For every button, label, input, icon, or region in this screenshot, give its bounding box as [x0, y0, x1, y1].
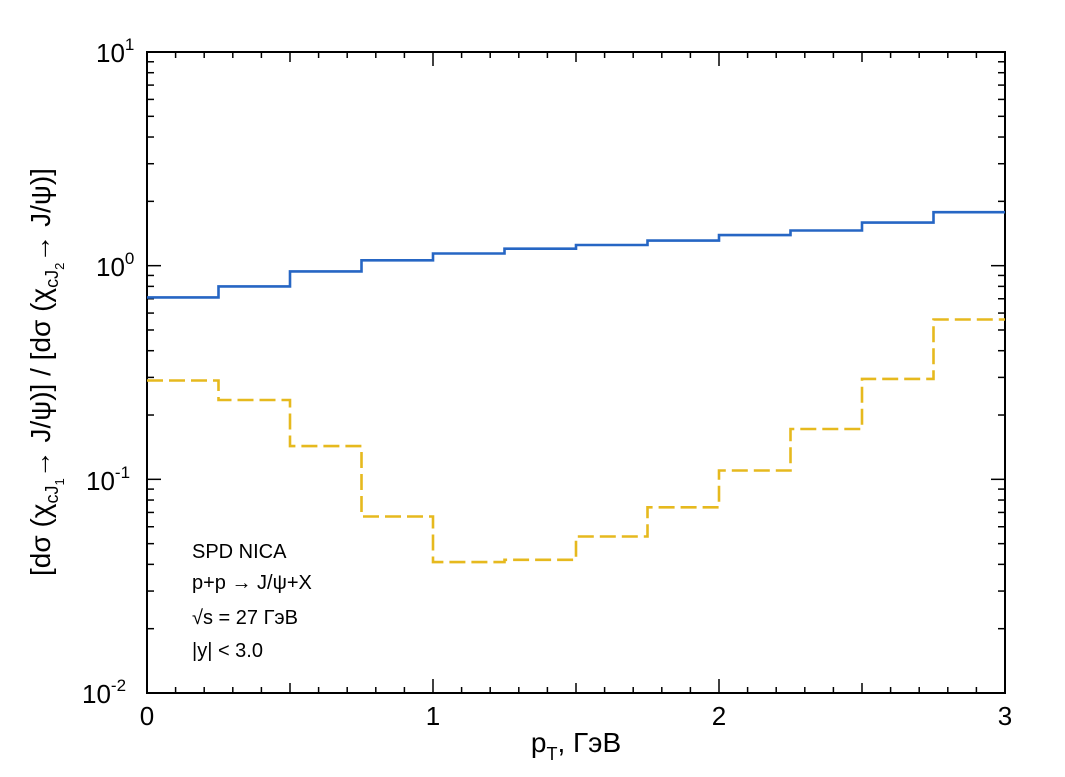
series-line-1: [147, 210, 1005, 299]
x-tick-label: 1: [426, 701, 440, 731]
x-axis-title: pT, ГэВ: [531, 727, 621, 764]
plot-frame: [146, 51, 1006, 694]
series-group: [147, 210, 1005, 564]
axis-ticks: [147, 52, 1005, 693]
y-tick-labels: 101 100 10-1 10-2: [82, 35, 134, 709]
x-tick-label: 3: [998, 701, 1012, 731]
y-tick-label: 100: [96, 249, 134, 282]
y-axis-title: [dσ (χcJ1→ J/ψ)] / [dσ (χcJ2→ J/ψ)]: [25, 168, 67, 576]
annotation-line: SPD NICA: [192, 541, 287, 563]
annotation-block: SPD NICA p+p → J/ψ+X √s = 27 ГэВ |y| < 3…: [192, 541, 312, 662]
annotation-line: p+p → J/ψ+X: [192, 572, 312, 594]
y-tick-label: 10-1: [86, 463, 130, 496]
series-line-2: [147, 318, 1005, 564]
annotation-line: |y| < 3.0: [192, 640, 263, 662]
y-tick-label: 10-2: [82, 676, 126, 709]
y-tick-label: 101: [96, 35, 134, 68]
x-tick-label: 0: [140, 701, 154, 731]
x-tick-labels: 0 1 2 3: [140, 701, 1012, 731]
x-tick-label: 2: [712, 701, 726, 731]
annotation-line: √s = 27 ГэВ: [192, 607, 298, 629]
